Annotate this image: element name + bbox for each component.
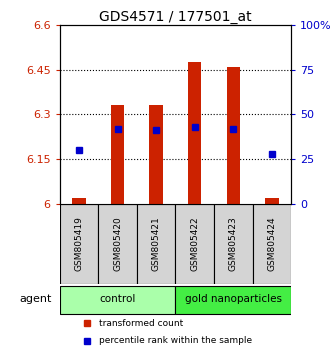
FancyBboxPatch shape bbox=[175, 286, 291, 314]
FancyBboxPatch shape bbox=[60, 286, 175, 314]
Text: agent: agent bbox=[20, 294, 52, 304]
Bar bbox=[188, 62, 202, 204]
FancyBboxPatch shape bbox=[175, 204, 214, 284]
Text: percentile rank within the sample: percentile rank within the sample bbox=[99, 336, 252, 345]
FancyBboxPatch shape bbox=[214, 204, 253, 284]
Text: GSM805420: GSM805420 bbox=[113, 217, 122, 272]
Text: GSM805419: GSM805419 bbox=[74, 217, 83, 272]
Text: GSM805421: GSM805421 bbox=[152, 217, 161, 272]
FancyBboxPatch shape bbox=[98, 204, 137, 284]
Text: control: control bbox=[99, 294, 136, 304]
Bar bbox=[227, 67, 240, 204]
Bar bbox=[111, 105, 124, 204]
Bar bbox=[265, 198, 279, 204]
FancyBboxPatch shape bbox=[60, 204, 98, 284]
Bar bbox=[72, 198, 86, 204]
Text: GSM805423: GSM805423 bbox=[229, 217, 238, 272]
Text: GSM805422: GSM805422 bbox=[190, 217, 199, 271]
Bar bbox=[149, 105, 163, 204]
Title: GDS4571 / 177501_at: GDS4571 / 177501_at bbox=[99, 10, 252, 24]
Text: gold nanoparticles: gold nanoparticles bbox=[185, 294, 282, 304]
Text: transformed count: transformed count bbox=[99, 319, 183, 328]
FancyBboxPatch shape bbox=[137, 204, 175, 284]
Text: GSM805424: GSM805424 bbox=[267, 217, 276, 271]
FancyBboxPatch shape bbox=[253, 204, 291, 284]
